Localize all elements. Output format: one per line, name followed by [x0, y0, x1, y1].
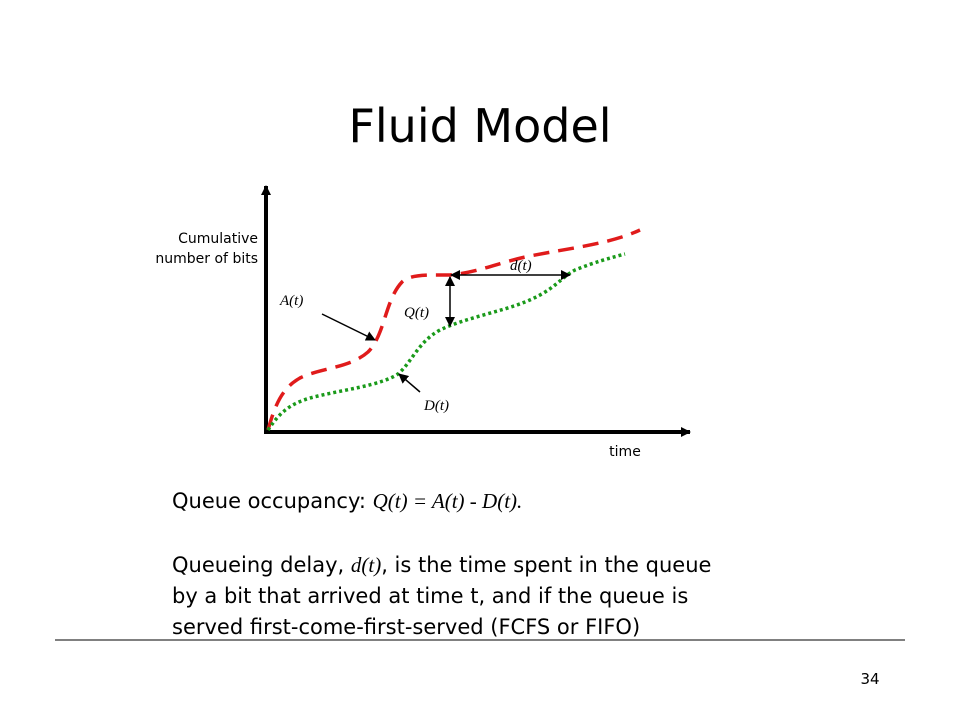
formula: Q(t) = A(t) - D(t).: [373, 489, 523, 513]
delay-text: by a bit that arrived at time t, and if …: [172, 584, 688, 608]
page-number: 34: [860, 670, 879, 688]
arrival-arrow: [321, 313, 376, 341]
slide-title: Fluid Model: [348, 99, 611, 153]
delay-text: Queueing delay, d(t), is the time spent …: [172, 553, 711, 577]
delay-label: d(t): [510, 258, 532, 274]
text-run: , is the time spent in the queue: [381, 553, 711, 577]
departure-label: D(t): [423, 398, 449, 414]
occupancy-text: Queue occupancy: Q(t) = A(t) - D(t).: [172, 489, 522, 513]
queue-label: Q(t): [404, 305, 429, 321]
y-axis-label: Cumulative: [178, 231, 258, 247]
departure-curve: [266, 252, 626, 431]
y-axis-label: number of bits: [155, 251, 258, 267]
text-run: Queue occupancy:: [172, 489, 373, 513]
text-run: Queueing delay,: [172, 553, 351, 577]
symbol: d(t): [351, 553, 381, 577]
arrival-curve: [266, 228, 641, 431]
departure-arrow: [398, 373, 421, 393]
x-axis-label: time: [609, 444, 641, 460]
arrival-label: A(t): [279, 293, 303, 309]
delay-text: served first-come-first-served (FCFS or …: [172, 615, 640, 639]
